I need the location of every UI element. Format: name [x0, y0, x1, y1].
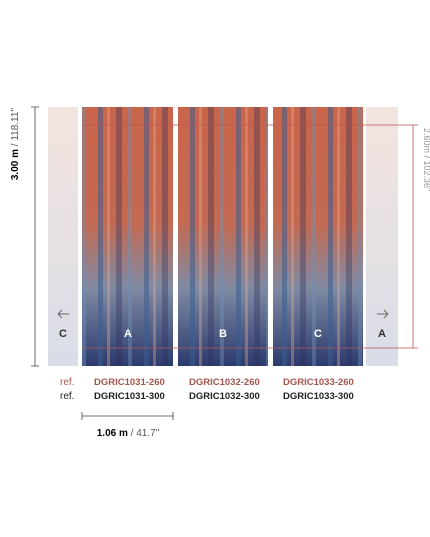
width-metric: 1.06 m [97, 428, 128, 439]
panel-label: A [124, 328, 132, 340]
ref-code: DGRIC1033-300 [283, 391, 354, 402]
height-label: 3.00 m / 118.11" [10, 108, 21, 181]
width-line [81, 412, 174, 420]
panel-label: A [378, 328, 386, 340]
alt-height-label: 2.60m / 102.36" [422, 128, 430, 191]
ref-label: ref. [60, 377, 74, 388]
panel-label: C [59, 328, 67, 340]
faded-panel [48, 107, 78, 366]
panel-label: B [219, 328, 227, 340]
panel-label: C [314, 328, 322, 340]
ref-label: ref. [60, 391, 74, 402]
height-imperial: / 118.11" [10, 108, 21, 147]
ref-code: DGRIC1031-260 [94, 377, 165, 388]
ref-code: DGRIC1031-300 [94, 391, 165, 402]
width-label: 1.06 m / 41.7" [97, 428, 160, 439]
panels [82, 107, 363, 366]
alt-height-frame [82, 124, 418, 349]
arrow-left [57, 309, 69, 319]
ref-code: DGRIC1032-260 [189, 377, 260, 388]
faded-panel [366, 107, 398, 366]
ref-code: DGRIC1033-260 [283, 377, 354, 388]
width-imperial: / 41.7" [131, 428, 160, 439]
arrow-right [377, 309, 389, 319]
height-metric: 3.00 m [10, 149, 21, 180]
height-line [31, 106, 39, 367]
ref-code: DGRIC1032-300 [189, 391, 260, 402]
